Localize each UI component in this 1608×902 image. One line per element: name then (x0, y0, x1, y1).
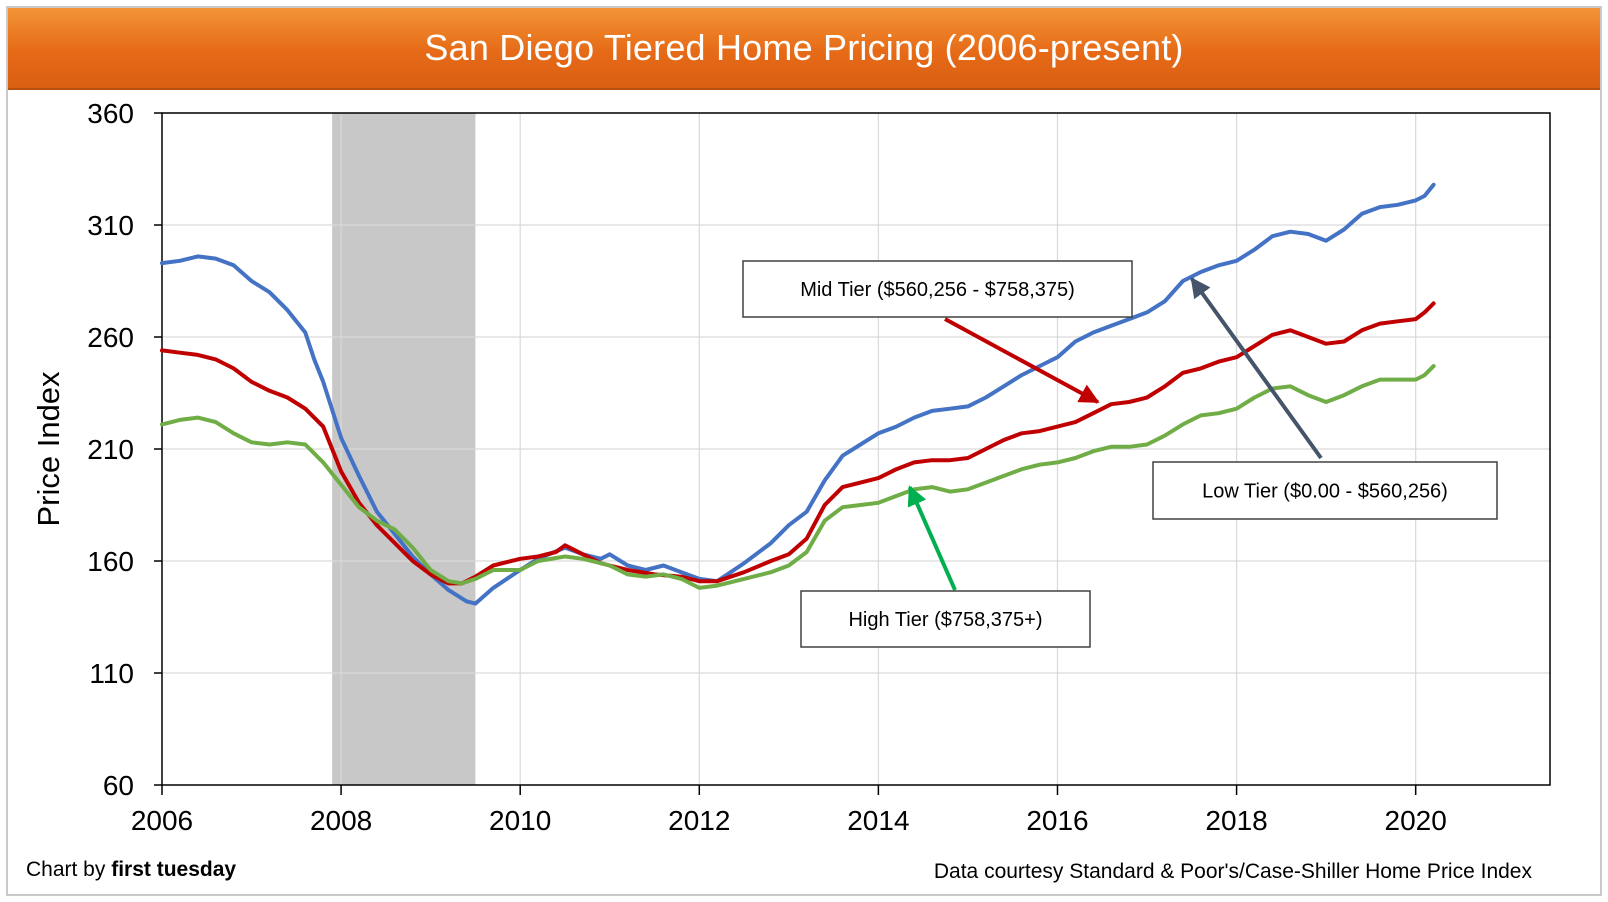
callout-label-high: High Tier ($758,375+) (848, 609, 1042, 631)
credit-prefix: Chart by (26, 858, 112, 881)
callout-box-high (800, 590, 1091, 648)
series-line-low (160, 182, 1436, 606)
series-line-mid (160, 301, 1436, 586)
series-line-high (160, 364, 1436, 590)
callout-arrow-low (1190, 277, 1323, 460)
x-tick-label: 2016 (1026, 805, 1088, 836)
credit-brand: first tuesday (111, 858, 237, 881)
callout-box-low (1152, 461, 1498, 520)
y-tick-label: 260 (87, 322, 134, 353)
y-tick-label: 60 (103, 770, 134, 801)
callout-label-low: Low Tier ($0.00 - $560,256) (1202, 481, 1448, 503)
callout-arrow-mid (944, 317, 1100, 404)
x-tick-label: 2014 (847, 805, 909, 836)
x-tick-label: 2012 (668, 805, 730, 836)
x-tick-label: 2010 (489, 805, 551, 836)
y-tick-label: 310 (87, 210, 134, 241)
title-banner: San Diego Tiered Home Pricing (2006-pres… (8, 8, 1600, 90)
y-axis-title: Price Index (31, 371, 66, 527)
y-tick-label: 160 (87, 546, 134, 577)
y-tick-label: 210 (87, 434, 134, 465)
y-tick-label: 360 (87, 98, 134, 129)
chart-title: San Diego Tiered Home Pricing (2006-pres… (424, 27, 1184, 68)
x-tick-label: 2008 (310, 805, 372, 836)
callout-label-mid: Mid Tier ($560,256 - $758,375) (800, 279, 1075, 301)
callout-box-mid (742, 260, 1133, 318)
chart-credit: Chart by first tuesday (26, 858, 236, 882)
plot-border (161, 112, 1551, 786)
x-tick-label: 2020 (1385, 805, 1447, 836)
x-tick-label: 2018 (1205, 805, 1267, 836)
x-tick-label: 2006 (131, 805, 193, 836)
y-tick-label: 110 (89, 658, 134, 689)
callout-arrow-high (907, 485, 957, 591)
data-source: Data courtesy Standard & Poor's/Case-Shi… (933, 860, 1532, 883)
